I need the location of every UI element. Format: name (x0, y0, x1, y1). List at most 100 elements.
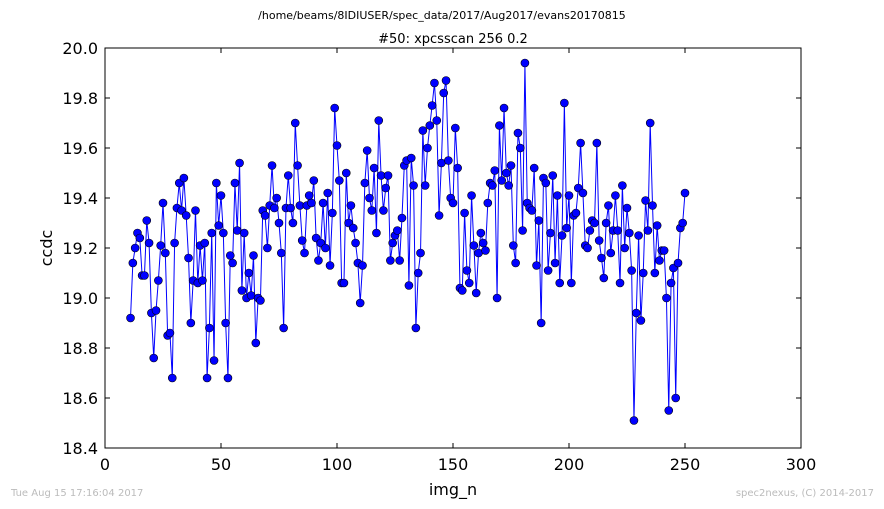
data-point (453, 163, 462, 173)
data-series (126, 58, 690, 425)
data-point (209, 356, 219, 365)
data-point (355, 298, 365, 308)
data-point (149, 353, 159, 363)
x-tick-label: 0 (100, 455, 110, 474)
data-point (469, 241, 479, 250)
data-point (622, 203, 632, 213)
data-point (279, 323, 288, 333)
data-point (249, 251, 258, 260)
data-point (156, 241, 165, 250)
data-point (430, 78, 439, 88)
data-point (395, 256, 404, 265)
x-tick-label: 300 (786, 455, 817, 474)
data-point (423, 143, 432, 153)
plot-frame (104, 47, 802, 449)
data-point (662, 293, 671, 303)
data-point (613, 226, 623, 235)
data-point (140, 271, 149, 280)
x-tick-label: 200 (554, 455, 585, 474)
data-point (441, 76, 451, 85)
data-point (534, 216, 544, 225)
data-point (471, 288, 481, 298)
data-point (198, 276, 207, 285)
data-point (381, 183, 391, 193)
data-point (219, 228, 228, 238)
data-point (434, 211, 444, 220)
data-point (207, 228, 217, 238)
data-point (641, 196, 650, 205)
data-point (532, 261, 541, 270)
data-point (562, 223, 571, 233)
data-point (318, 198, 328, 208)
data-point (161, 248, 170, 258)
data-point (181, 211, 191, 220)
data-point (202, 373, 212, 383)
data-point (130, 243, 140, 253)
data-point (553, 191, 562, 200)
data-point (515, 143, 525, 153)
data-point (629, 416, 639, 425)
chart-title: #50: xpcsscan 256 0.2 (378, 32, 528, 47)
data-point (346, 201, 356, 210)
chart-supertitle: /home/beams/8IDIUSER/spec_data/2017/Aug2… (258, 9, 626, 22)
x-tick-label: 150 (438, 455, 469, 474)
data-point (590, 218, 599, 228)
data-point (223, 373, 233, 383)
data-point (167, 373, 177, 383)
data-point (638, 268, 648, 278)
data-point (274, 218, 284, 228)
footer-timestamp: Tue Aug 15 17:16:04 2017 (11, 488, 144, 499)
data-point (478, 238, 488, 248)
data-point (571, 208, 581, 218)
data-point (492, 293, 502, 303)
data-point (300, 248, 309, 258)
data-point (671, 393, 681, 403)
data-point (427, 101, 437, 110)
data-point (599, 273, 609, 283)
data-point (511, 258, 520, 268)
data-point (557, 231, 567, 240)
data-point (606, 248, 616, 258)
data-point (652, 221, 662, 230)
data-point (225, 251, 235, 260)
data-point (239, 228, 249, 238)
data-point (228, 258, 237, 268)
data-point (365, 193, 374, 203)
x-tick-label: 250 (670, 455, 701, 474)
data-point (369, 163, 379, 173)
data-point (314, 256, 323, 265)
data-point (393, 226, 402, 235)
data-point (221, 318, 230, 328)
data-point (502, 168, 511, 178)
data-point (128, 258, 138, 268)
data-point (546, 228, 555, 238)
data-point (509, 241, 518, 250)
data-point (230, 178, 240, 188)
data-point (372, 228, 381, 238)
data-point (339, 278, 349, 288)
y-tick-label: 19.0 (62, 289, 98, 308)
data-point (643, 226, 653, 235)
data-point (126, 313, 135, 323)
data-point (158, 198, 168, 208)
data-point (332, 141, 342, 150)
data-point (200, 238, 210, 248)
data-point (620, 243, 629, 253)
data-point (541, 178, 551, 188)
data-point (432, 116, 442, 125)
data-point (386, 256, 395, 265)
data-point (659, 246, 669, 255)
data-point (527, 206, 537, 215)
data-point (488, 181, 497, 190)
data-point (383, 171, 393, 180)
axes: 0 50 100 150 200 250 300 18.4 18.6 18.8 19.0 19.2 19… (62, 39, 816, 474)
data-point (550, 258, 560, 268)
data-point (351, 238, 360, 248)
data-point (179, 173, 189, 183)
data-point (625, 228, 634, 238)
data-point (555, 278, 565, 288)
data-point (481, 246, 490, 255)
data-point (680, 188, 690, 198)
data-point (576, 138, 585, 148)
data-point (462, 266, 472, 275)
